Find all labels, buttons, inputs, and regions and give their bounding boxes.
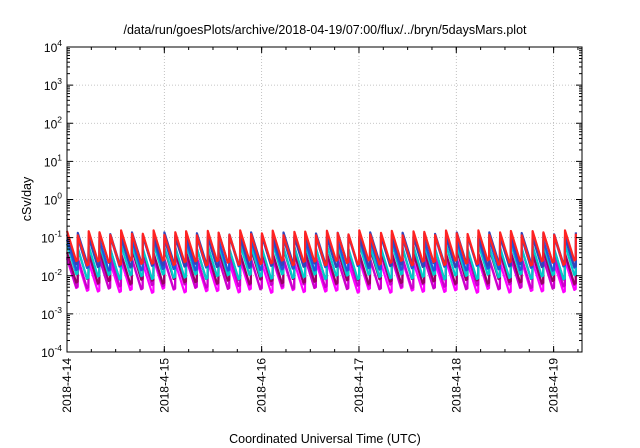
- grid-lines: [67, 47, 582, 352]
- series-line: [65, 229, 577, 267]
- x-tick-label: 2018-4-19: [547, 358, 561, 413]
- y-axis-label: cSv/day: [20, 176, 34, 221]
- y-tick-label: 100: [44, 191, 62, 208]
- y-tick-label: 10-3: [41, 305, 62, 322]
- x-tick-label: 2018-4-17: [352, 358, 366, 413]
- x-axis-label: Coordinated Universal Time (UTC): [229, 432, 421, 446]
- y-tick-label: 102: [44, 114, 62, 131]
- y-tick-label: 10-1: [41, 229, 62, 246]
- x-tick-label: 2018-4-16: [255, 358, 269, 413]
- tick-marks: [66, 46, 582, 353]
- x-tick-labels: 2018-4-14 2018-4-15 2018-4-16 2018-4-17 2018…: [60, 358, 561, 413]
- y-tick-label: 101: [44, 152, 62, 169]
- series-group: [65, 229, 577, 294]
- plot-frame: [66, 46, 583, 353]
- chart-title: /data/run/goesPlots/archive/2018-04-19/0…: [123, 23, 527, 37]
- y-tick-label: 10-2: [41, 267, 62, 284]
- x-tick-label: 2018-4-15: [157, 358, 171, 413]
- y-tick-labels: 104 103 102 101 100 10-1 10-2 10-3 10-4: [41, 38, 62, 360]
- y-tick-label: 10-4: [41, 343, 62, 360]
- y-tick-label: 104: [44, 38, 62, 55]
- x-tick-label: 2018-4-18: [449, 358, 463, 413]
- y-tick-label: 103: [44, 76, 62, 93]
- x-tick-label: 2018-4-14: [60, 358, 74, 413]
